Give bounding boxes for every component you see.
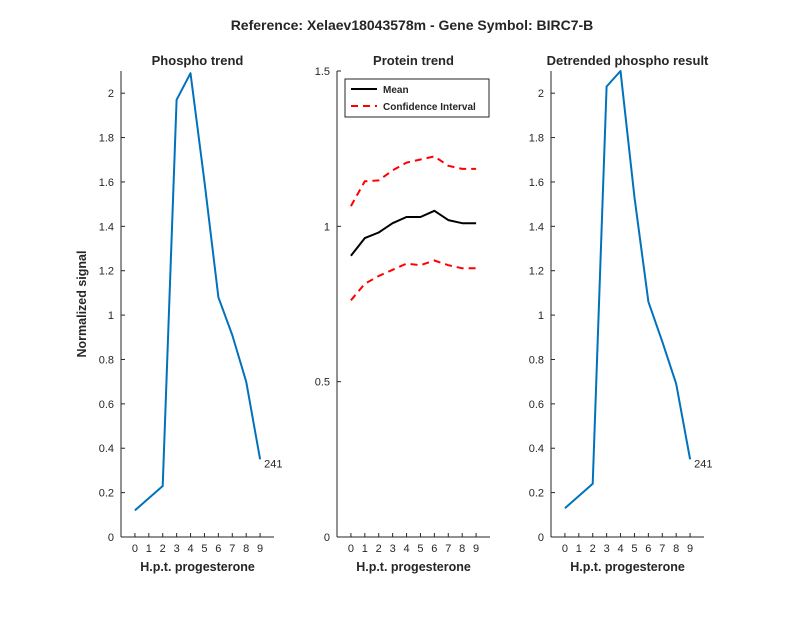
panel-title: Protein trend xyxy=(373,53,454,68)
panel-1: 00.20.40.60.811.21.41.61.820 1 2 3 4 5 6 7 8 9Pho… xyxy=(75,53,282,574)
x-tick-label: 7 xyxy=(229,543,235,555)
x-tick-label: 6 xyxy=(215,543,221,555)
x-tick-label: 7 xyxy=(445,543,451,555)
x-axis-label: H.p.t. progesterone xyxy=(570,560,685,574)
x-axis-label: H.p.t. progesterone xyxy=(140,560,255,574)
x-tick-label: 5 xyxy=(201,543,207,555)
x-tick-label: 8 xyxy=(673,543,679,555)
y-tick-label: 1.4 xyxy=(529,221,544,233)
y-tick-label: 0.2 xyxy=(529,488,544,500)
series-line-1 xyxy=(564,70,692,509)
x-tick-label: 1 xyxy=(146,543,152,555)
panel-title: Detrended phospho result xyxy=(547,53,709,68)
y-tick-label: 1 xyxy=(538,310,544,322)
y-tick-label: 1 xyxy=(108,310,114,322)
x-tick-label: 4 xyxy=(617,543,623,555)
series-end-label: 241 xyxy=(264,458,282,470)
y-tick-label: 2 xyxy=(538,88,544,100)
x-tick-label: 4 xyxy=(403,543,409,555)
x-tick-label: 5 xyxy=(417,543,423,555)
legend: Mean Confidence Interval xyxy=(344,78,490,118)
x-tick-label: 3 xyxy=(604,543,610,555)
legend-box xyxy=(344,78,490,118)
series-line-1 xyxy=(134,72,262,512)
x-tick-label: 4 xyxy=(187,543,193,555)
x-tick-label: 0 xyxy=(132,543,138,555)
x-tick-label: 6 xyxy=(431,543,437,555)
x-tick-label: 5 xyxy=(631,543,637,555)
y-axis-label: Normalized signal xyxy=(75,251,89,358)
x-tick-label: 9 xyxy=(473,543,479,555)
y-tick-label: 0.5 xyxy=(315,377,330,389)
x-axis-label: H.p.t. progesterone xyxy=(356,560,471,574)
y-tick-label: 0.8 xyxy=(529,354,544,366)
x-tick-label: 2 xyxy=(590,543,596,555)
y-tick-label: 0 xyxy=(108,532,114,544)
x-tick-label: 1 xyxy=(362,543,368,555)
y-tick-label: 1.4 xyxy=(99,221,114,233)
x-tick-label: 2 xyxy=(160,543,166,555)
y-tick-label: 0 xyxy=(538,532,544,544)
y-tick-label: 0.4 xyxy=(529,443,544,455)
series-end-label: 241 xyxy=(694,458,712,470)
x-tick-label: 0 xyxy=(348,543,354,555)
x-tick-label: 6 xyxy=(645,543,651,555)
x-tick-label: 7 xyxy=(659,543,665,555)
y-tick-label: 1 xyxy=(324,221,330,233)
figure-suptitle: Reference: Xelaev18043578m - Gene Symbol… xyxy=(231,17,594,33)
y-tick-label: 0.2 xyxy=(99,488,114,500)
panel-title: Phospho trend xyxy=(152,53,244,68)
y-tick-label: 0.6 xyxy=(99,399,114,411)
legend-label: Confidence Interval xyxy=(383,102,476,113)
y-tick-label: 1.6 xyxy=(529,177,544,189)
x-tick-label: 2 xyxy=(376,543,382,555)
x-tick-label: 9 xyxy=(687,543,693,555)
x-tick-label: 8 xyxy=(459,543,465,555)
y-tick-label: 1.5 xyxy=(315,66,330,78)
series-line-1 xyxy=(350,209,477,257)
y-tick-label: 1.6 xyxy=(99,177,114,189)
x-tick-label: 9 xyxy=(257,543,263,555)
y-tick-label: 1.2 xyxy=(529,266,544,278)
series-line-3 xyxy=(350,259,477,301)
legend-label: Mean xyxy=(383,85,409,96)
panel-3: 00.20.40.60.811.21.41.61.820 1 2 3 4 5 6 7 8 9Det… xyxy=(529,53,713,574)
y-tick-label: 0.4 xyxy=(99,443,114,455)
y-tick-label: 1.8 xyxy=(529,133,544,145)
y-tick-label: 0.8 xyxy=(99,354,114,366)
x-tick-label: 3 xyxy=(390,543,396,555)
x-tick-label: 1 xyxy=(576,543,582,555)
y-tick-label: 0 xyxy=(324,532,330,544)
x-tick-label: 3 xyxy=(174,543,180,555)
y-tick-label: 1.2 xyxy=(99,266,114,278)
x-tick-label: 8 xyxy=(243,543,249,555)
y-tick-label: 0.6 xyxy=(529,399,544,411)
x-tick-label: 0 xyxy=(562,543,568,555)
y-tick-label: 2 xyxy=(108,88,114,100)
y-tick-label: 1.8 xyxy=(99,133,114,145)
